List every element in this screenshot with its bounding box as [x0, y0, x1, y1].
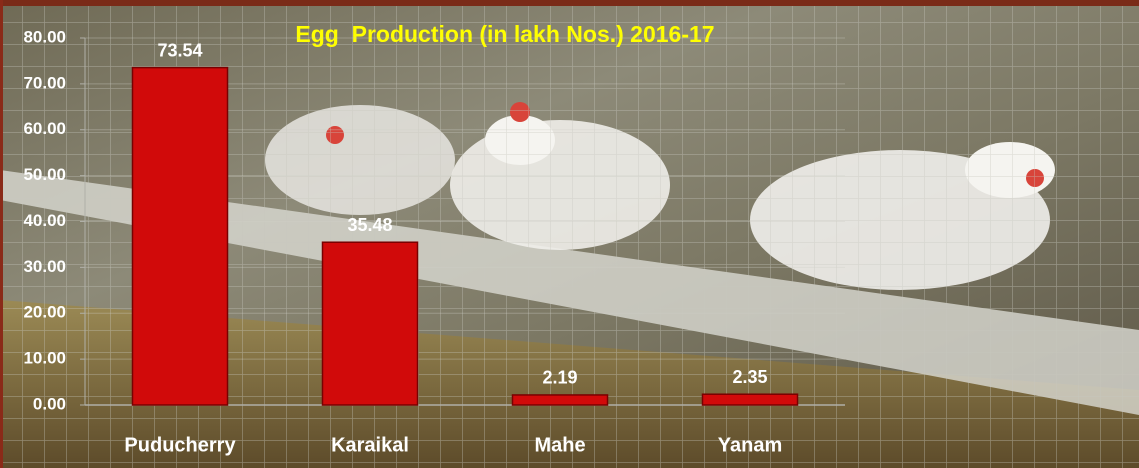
value-label: 2.19	[542, 368, 577, 388]
x-tick-label: Puducherry	[124, 434, 236, 456]
x-tick-label: Karaikal	[331, 434, 409, 456]
y-tick-label: 40.00	[23, 211, 66, 230]
x-tick-label: Mahe	[534, 434, 585, 456]
y-tick-label: 70.00	[23, 73, 66, 92]
value-label: 73.54	[157, 40, 202, 60]
bar	[703, 394, 798, 405]
bar	[513, 395, 608, 405]
y-tick-label: 80.00	[23, 27, 66, 46]
x-tick-label: Yanam	[718, 434, 782, 456]
y-tick-label: 60.00	[23, 119, 66, 138]
y-tick-label: 0.00	[33, 394, 66, 413]
y-tick-label: 10.00	[23, 349, 66, 368]
y-tick-label: 20.00	[23, 303, 66, 322]
chart: Egg Production (in lakh Nos.) 2016-17 0.…	[0, 0, 1139, 468]
chart-title: Egg Production (in lakh Nos.) 2016-17	[295, 21, 714, 47]
value-label: 35.48	[347, 215, 392, 235]
y-tick-label: 30.00	[23, 257, 66, 276]
y-tick-label: 50.00	[23, 165, 66, 184]
bar	[133, 68, 228, 405]
value-label: 2.35	[732, 367, 767, 387]
bar	[323, 242, 418, 405]
